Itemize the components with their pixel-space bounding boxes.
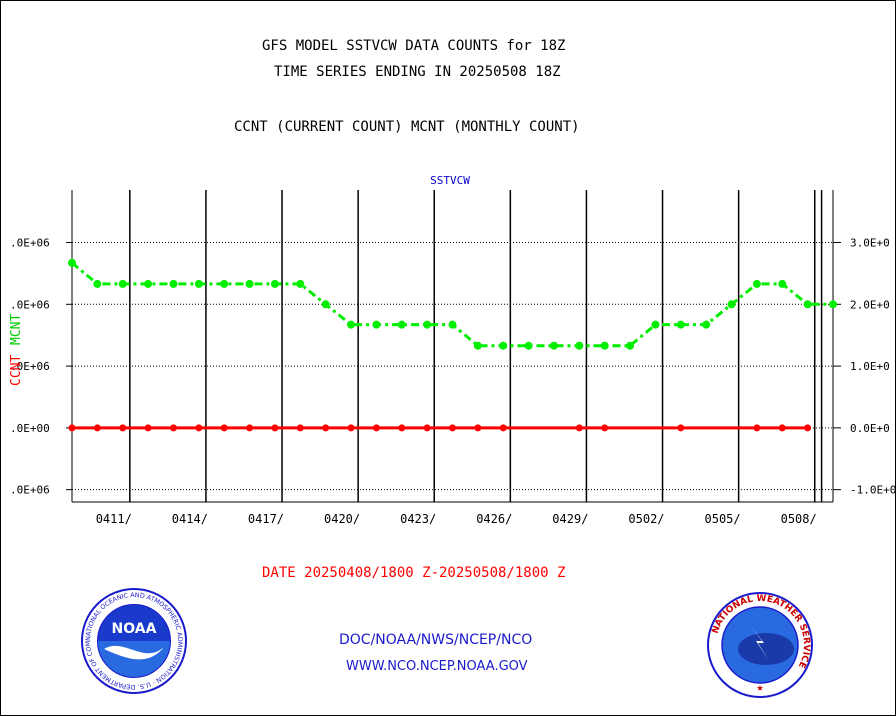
data-point-mcnt bbox=[321, 300, 330, 309]
nws-star-icon: ★ bbox=[756, 680, 763, 694]
x-tick-label: 0423/ bbox=[400, 512, 436, 526]
data-point-mcnt bbox=[702, 320, 711, 329]
grid-layer bbox=[72, 190, 833, 502]
x-tick-label: 0420/ bbox=[324, 512, 360, 526]
data-point-ccnt bbox=[195, 424, 203, 432]
data-point-mcnt bbox=[68, 258, 76, 267]
data-point-mcnt bbox=[270, 279, 279, 288]
data-point-mcnt bbox=[600, 341, 609, 350]
data-point-mcnt bbox=[448, 320, 457, 329]
data-point-ccnt bbox=[499, 424, 507, 432]
y-axis-label-ccnt: CCNT bbox=[9, 355, 24, 386]
y-tick-label-left: .0E+06 bbox=[10, 298, 50, 311]
data-point-mcnt bbox=[169, 279, 178, 288]
data-point-mcnt bbox=[727, 300, 736, 309]
series-layer bbox=[68, 258, 837, 432]
data-point-ccnt bbox=[347, 424, 355, 432]
data-point-mcnt bbox=[296, 279, 305, 288]
data-point-ccnt bbox=[372, 424, 380, 432]
noaa-logo-text: NOAA bbox=[112, 621, 157, 637]
data-point-mcnt bbox=[752, 279, 761, 288]
x-tick-label: 0508/ bbox=[781, 512, 817, 526]
y-tick-label-left: .0E+06 bbox=[10, 360, 50, 373]
data-point-ccnt bbox=[575, 424, 583, 432]
data-point-mcnt bbox=[524, 341, 533, 350]
data-point-mcnt bbox=[549, 341, 558, 350]
data-point-mcnt bbox=[423, 320, 432, 329]
data-point-ccnt bbox=[296, 424, 304, 432]
data-point-mcnt bbox=[499, 341, 508, 350]
data-point-mcnt bbox=[372, 320, 381, 329]
data-point-ccnt bbox=[220, 424, 228, 432]
y-tick-label-left: .0E+06 bbox=[10, 484, 50, 497]
x-tick-label: 0411/ bbox=[96, 512, 132, 526]
chart-title-line2: TIME SERIES ENDING IN 20250508 18Z bbox=[274, 64, 561, 80]
data-point-mcnt bbox=[93, 279, 102, 288]
data-point-mcnt bbox=[651, 320, 660, 329]
data-point-mcnt bbox=[676, 320, 685, 329]
data-point-mcnt bbox=[803, 300, 812, 309]
data-point-ccnt bbox=[322, 424, 330, 432]
chart-title-line1: GFS MODEL SSTVCW DATA COUNTS for 18Z bbox=[262, 38, 566, 54]
data-point-ccnt bbox=[93, 424, 101, 432]
data-point-mcnt bbox=[473, 341, 482, 350]
data-point-ccnt bbox=[271, 424, 279, 432]
data-point-mcnt bbox=[220, 279, 229, 288]
x-tick-label: 0502/ bbox=[628, 512, 664, 526]
y-tick-label-right: 3.0E+0 bbox=[850, 237, 890, 250]
data-point-mcnt bbox=[397, 320, 406, 329]
y-tick-label-right: 2.0E+0 bbox=[850, 298, 890, 311]
y-tick-label-left: .0E+06 bbox=[10, 237, 50, 250]
axis-layer bbox=[66, 190, 841, 503]
x-tick-label: 0417/ bbox=[248, 512, 284, 526]
y-tick-label-right: 1.0E+0 bbox=[850, 360, 890, 373]
data-point-mcnt bbox=[245, 279, 254, 288]
data-point-ccnt bbox=[753, 424, 761, 432]
label-layer: .0E+06 3.0E+0 .0E+06 2.0E+0 .0E+06 1.0E+0 .0E+… bbox=[10, 237, 896, 526]
data-point-mcnt bbox=[778, 279, 787, 288]
y-axis-label-mcnt: MCNT bbox=[9, 314, 24, 345]
x-tick-label: 0505/ bbox=[705, 512, 741, 526]
data-point-mcnt bbox=[144, 279, 153, 288]
data-point-ccnt bbox=[398, 424, 406, 432]
series-title: SSTVCW bbox=[430, 174, 470, 187]
data-point-ccnt bbox=[449, 424, 456, 432]
data-point-ccnt bbox=[677, 424, 685, 432]
data-point-ccnt bbox=[144, 424, 152, 432]
x-tick-label: 0426/ bbox=[476, 512, 512, 526]
x-tick-label: 0429/ bbox=[552, 512, 588, 526]
y-tick-label-right: 0.0E+0 bbox=[850, 422, 890, 435]
data-point-ccnt bbox=[778, 424, 786, 432]
nws-logo: NATIONAL WEATHER SERVICE ★ bbox=[707, 592, 813, 698]
data-point-mcnt bbox=[829, 300, 837, 309]
data-point-mcnt bbox=[347, 320, 356, 329]
org-line: DOC/NOAA/NWS/NCEP/NCO bbox=[339, 632, 533, 648]
y-tick-label-left: .0E+00 bbox=[10, 422, 50, 435]
x-tick-label: 0414/ bbox=[172, 512, 208, 526]
data-point-mcnt bbox=[626, 341, 635, 350]
data-point-mcnt bbox=[194, 279, 203, 288]
chart-subtitle: CCNT (CURRENT COUNT) MCNT (MONTHLY COUNT… bbox=[234, 119, 580, 135]
data-point-ccnt bbox=[423, 424, 431, 432]
data-point-ccnt bbox=[119, 424, 127, 432]
data-point-mcnt bbox=[575, 341, 584, 350]
noaa-logo: NOAA NATIONAL OCEANIC AND ATMOSPHERIC AD… bbox=[81, 588, 187, 694]
data-point-ccnt bbox=[246, 424, 254, 432]
y-tick-label-right: -1.0E+0 bbox=[850, 484, 896, 497]
data-point-mcnt bbox=[118, 279, 127, 288]
website-link[interactable]: WWW.NCO.NCEP.NOAA.GOV bbox=[346, 659, 528, 674]
data-point-ccnt bbox=[601, 424, 609, 432]
data-point-ccnt bbox=[804, 424, 812, 432]
data-point-ccnt bbox=[169, 424, 177, 432]
data-point-ccnt bbox=[68, 424, 76, 432]
data-point-ccnt bbox=[474, 424, 482, 432]
date-range: DATE 20250408/1800 Z-20250508/1800 Z bbox=[262, 565, 566, 581]
